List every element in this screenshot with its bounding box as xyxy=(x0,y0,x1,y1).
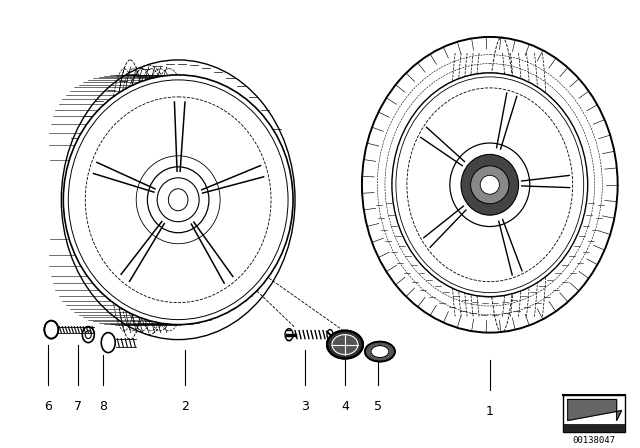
Text: 4: 4 xyxy=(341,400,349,413)
Text: 2: 2 xyxy=(181,400,189,413)
Polygon shape xyxy=(568,400,621,421)
Ellipse shape xyxy=(470,166,509,204)
Ellipse shape xyxy=(332,335,358,354)
Ellipse shape xyxy=(371,345,389,358)
Ellipse shape xyxy=(44,321,58,339)
Text: 1: 1 xyxy=(486,405,493,418)
Ellipse shape xyxy=(480,175,499,194)
Ellipse shape xyxy=(461,155,518,215)
Ellipse shape xyxy=(63,75,293,325)
Bar xyxy=(563,425,625,432)
Text: 00138047: 00138047 xyxy=(572,436,615,445)
Bar xyxy=(563,395,625,432)
Ellipse shape xyxy=(392,73,588,297)
Text: 7: 7 xyxy=(74,400,83,413)
Ellipse shape xyxy=(327,331,363,358)
Text: 3: 3 xyxy=(301,400,309,413)
Ellipse shape xyxy=(365,341,395,362)
Text: 8: 8 xyxy=(99,400,108,413)
Text: 5: 5 xyxy=(374,400,382,413)
Text: 6: 6 xyxy=(44,400,52,413)
